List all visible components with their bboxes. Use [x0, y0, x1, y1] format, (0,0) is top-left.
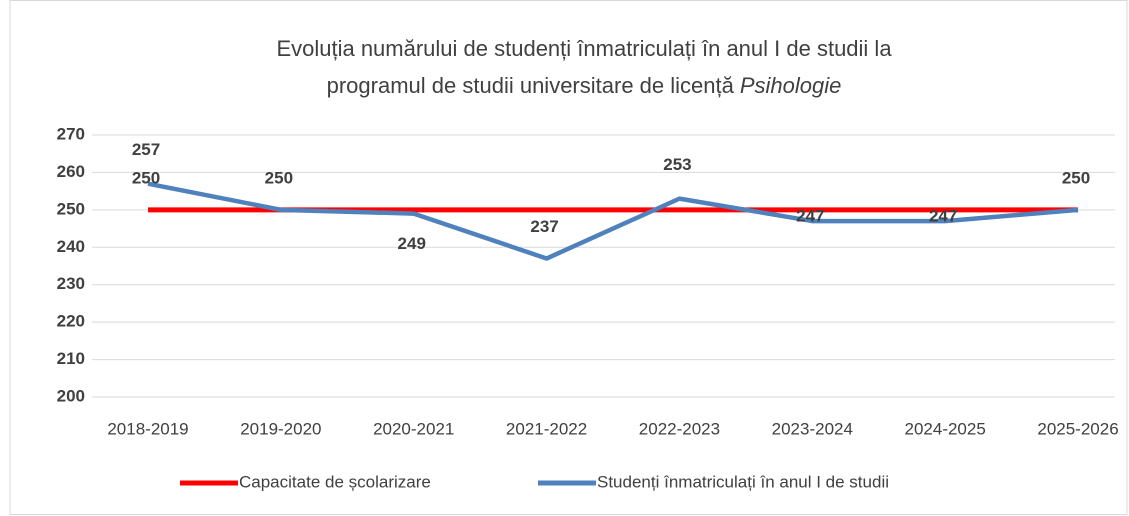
- chart-title: Evoluția numărului de studenți înmatricu…: [276, 36, 892, 61]
- data-label: 247: [796, 207, 824, 226]
- y-tick-label: 200: [57, 386, 85, 405]
- data-label: 257: [132, 140, 160, 159]
- y-tick-label: 240: [57, 237, 85, 256]
- y-tick-label: 250: [57, 199, 85, 218]
- y-tick-label: 270: [57, 124, 85, 143]
- chart-title: programul de studii universitare de lice…: [327, 73, 735, 98]
- data-label: 247: [929, 207, 957, 226]
- x-tick-label: 2023-2024: [772, 419, 853, 438]
- data-label: 250: [1062, 168, 1090, 187]
- chart-title: programul de studii universitare de lice…: [327, 73, 842, 98]
- chart-frame: [9, 0, 1128, 515]
- legend-label: Capacitate de școlarizare: [239, 472, 431, 491]
- x-tick-label: 2025-2026: [1037, 419, 1118, 438]
- chart-title: Psihologie: [740, 73, 842, 98]
- y-tick-label: 220: [57, 312, 85, 331]
- y-tick-label: 230: [57, 274, 85, 293]
- data-label: 253: [663, 155, 691, 174]
- series-line: [147, 181, 1079, 261]
- x-tick-label: 2020-2021: [373, 419, 454, 438]
- legend-label: Studenți înmatriculați în anul I de stud…: [597, 472, 889, 491]
- x-tick-label: 2022-2023: [639, 419, 720, 438]
- x-tick-label: 2024-2025: [905, 419, 986, 438]
- x-tick-label: 2021-2022: [506, 419, 587, 438]
- x-tick-label: 2018-2019: [107, 419, 188, 438]
- data-label: 250: [132, 168, 160, 187]
- x-tick-label: 2019-2020: [240, 419, 321, 438]
- data-label: 250: [265, 168, 293, 187]
- y-tick-label: 210: [57, 349, 85, 368]
- data-label: 237: [530, 217, 558, 236]
- data-label: 249: [398, 234, 426, 253]
- y-tick-label: 260: [57, 162, 85, 181]
